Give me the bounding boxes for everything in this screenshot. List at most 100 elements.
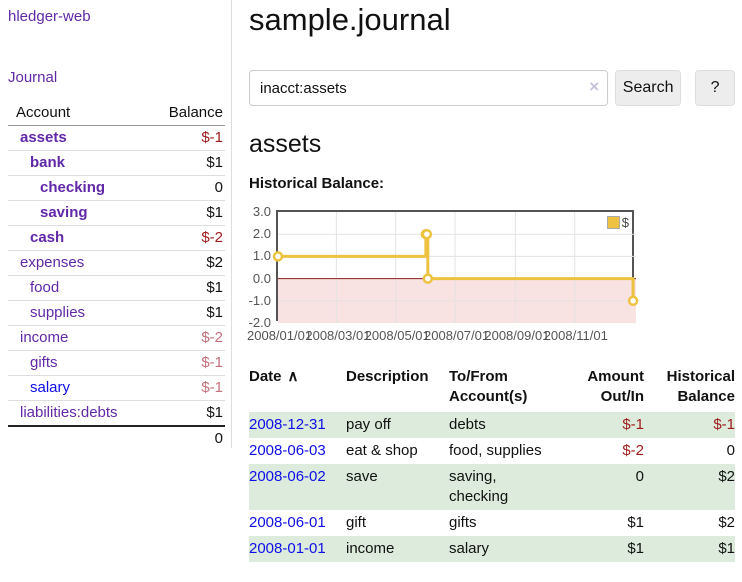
- account-balance: $-2: [151, 325, 225, 351]
- transaction-row: 2008-06-01 gift gifts $1 $2: [249, 510, 735, 536]
- account-link-supplies[interactable]: supplies: [30, 304, 86, 321]
- transaction-amount: $-1: [584, 412, 657, 438]
- account-row: gifts $-1: [8, 350, 225, 376]
- x-axis-tick-label: 2008/05/01: [364, 328, 430, 343]
- balance-column-header: Historical Balance: [666, 368, 735, 405]
- transaction-date-link[interactable]: 2008-12-31: [249, 416, 326, 433]
- account-balance: $1: [151, 200, 225, 226]
- account-row: checking 0: [8, 175, 225, 201]
- account-balance: $-1: [201, 129, 223, 146]
- account-balance: $-2: [151, 225, 225, 251]
- transaction-row: 2008-12-31 pay off debts $-1 $-1: [249, 412, 735, 438]
- transaction-accounts: salary: [449, 536, 584, 562]
- x-axis-tick-label: 2008/11/01: [543, 328, 608, 343]
- account-balance: $1: [151, 400, 225, 426]
- transaction-row: 2008-06-02 save saving, checking 0 $2: [249, 464, 735, 510]
- transaction-accounts: saving, checking: [449, 464, 584, 510]
- account-row: income $-2: [8, 325, 225, 351]
- date-column-header[interactable]: Date ∧: [249, 368, 299, 385]
- help-button[interactable]: ?: [695, 70, 735, 106]
- y-axis-tick-label: 0.0: [252, 270, 271, 286]
- historical-balance-chart: $ 3.0 2.0 1.0 0.0 -1.0 -2.0 2008/01/01 2008/03…: [247, 202, 735, 343]
- account-column-header: Account: [8, 102, 152, 126]
- account-heading: assets: [249, 130, 322, 158]
- transaction-description: income: [346, 536, 449, 562]
- x-axis-tick-label: 2008/01/01: [247, 328, 313, 343]
- transaction-balance: $-1: [657, 412, 735, 438]
- balance-column-header: Balance: [151, 102, 225, 126]
- account-balance: $-1: [151, 375, 225, 401]
- y-axis-tick-label: -2.0: [248, 315, 271, 330]
- transaction-date-link[interactable]: 2008-06-03: [249, 442, 326, 459]
- account-balance: $-1: [151, 350, 225, 376]
- transaction-balance: $2: [657, 464, 735, 510]
- account-balance: $1: [151, 300, 225, 326]
- clear-search-icon[interactable]: ×: [589, 77, 600, 96]
- chart-legend: $: [606, 215, 629, 230]
- transaction-description: gift: [346, 514, 367, 531]
- account-link-gifts[interactable]: gifts: [30, 354, 58, 371]
- transaction-amount: $1: [584, 536, 657, 562]
- sidebar-item-journal[interactable]: Journal: [8, 69, 58, 86]
- account-balance: $2: [151, 250, 225, 276]
- account-link-bank[interactable]: bank: [30, 154, 66, 171]
- transaction-description: save: [346, 464, 449, 510]
- account-link-liabilities-debts[interactable]: liabilities:debts: [20, 404, 118, 421]
- search-input[interactable]: [249, 70, 609, 106]
- account-row: saving $1: [8, 200, 225, 226]
- transaction-row: 2008-01-01 income salary $1 $1: [249, 536, 735, 562]
- chart-plot-area: $: [272, 210, 639, 323]
- amount-column-header: Amount Out/In: [587, 368, 644, 405]
- y-axis-tick-label: 3.0: [252, 204, 271, 219]
- main-content: sample.journal × Search ? assets Histori…: [233, 0, 742, 562]
- brand-link[interactable]: hledger-web: [8, 8, 91, 25]
- transaction-date-link[interactable]: 2008-06-02: [249, 468, 326, 485]
- account-row: salary $-1: [8, 375, 225, 401]
- account-link-saving[interactable]: saving: [40, 204, 88, 221]
- account-link-expenses[interactable]: expenses: [20, 254, 85, 271]
- search-button[interactable]: Search: [615, 70, 682, 106]
- transaction-date-link[interactable]: 2008-01-01: [249, 540, 326, 557]
- account-link-assets[interactable]: assets: [20, 129, 67, 146]
- account-link-food[interactable]: food: [30, 279, 60, 296]
- x-axis-tick-label: 2008/03/01: [305, 328, 371, 343]
- legend-swatch-icon: [606, 216, 620, 229]
- transaction-description: pay off: [346, 412, 449, 438]
- accounts-table: Account Balance assets $-1 bank $1 checkin…: [8, 102, 225, 451]
- account-row: expenses $2: [8, 250, 225, 276]
- account-row: liabilities:debts $1: [8, 400, 225, 426]
- account-row: food $1: [8, 275, 225, 301]
- sidebar: hledger-web Journal Account Balance asse…: [0, 0, 232, 451]
- transaction-balance: $2: [718, 514, 735, 531]
- transaction-amount: $1: [627, 514, 644, 531]
- register-table: Date ∧ Description To/From Account(s) Amo…: [249, 365, 735, 562]
- accounts-total-balance: 0: [151, 425, 225, 451]
- accounts-header-row: Account Balance: [8, 102, 225, 126]
- x-axis-tick-label: 2008/07/01: [424, 328, 490, 343]
- transaction-accounts: food, supplies: [449, 442, 542, 459]
- account-row: bank $1: [8, 150, 225, 176]
- account-row: cash $-2: [8, 225, 225, 251]
- transaction-description: eat & shop: [346, 442, 418, 459]
- page-title: sample.journal: [249, 2, 451, 37]
- chart-title: Historical Balance:: [249, 175, 385, 192]
- y-axis-tick-label: 2.0: [252, 226, 271, 242]
- account-link-salary[interactable]: salary: [30, 379, 71, 396]
- description-column-header: Description: [346, 368, 429, 385]
- account-link-checking[interactable]: checking: [40, 179, 106, 196]
- account-balance: $1: [151, 275, 225, 301]
- account-balance: 0: [151, 175, 225, 201]
- transaction-date-link[interactable]: 2008-06-01: [249, 514, 326, 531]
- legend-series-label: $: [621, 215, 629, 230]
- transaction-row: 2008-06-03 eat & shop food, supplies $-2…: [249, 438, 735, 464]
- account-row: supplies $1: [8, 300, 225, 326]
- x-axis-tick-label: 2008/09/01: [484, 328, 550, 343]
- transaction-amount: $-2: [622, 442, 644, 459]
- account-link-income[interactable]: income: [20, 329, 69, 346]
- transaction-accounts: debts: [449, 412, 584, 438]
- transaction-balance: $1: [657, 536, 735, 562]
- y-axis-tick-label: 1.0: [252, 248, 271, 264]
- account-balance: $1: [151, 150, 225, 176]
- search-form: × Search ?: [249, 70, 735, 106]
- account-link-cash[interactable]: cash: [30, 229, 65, 246]
